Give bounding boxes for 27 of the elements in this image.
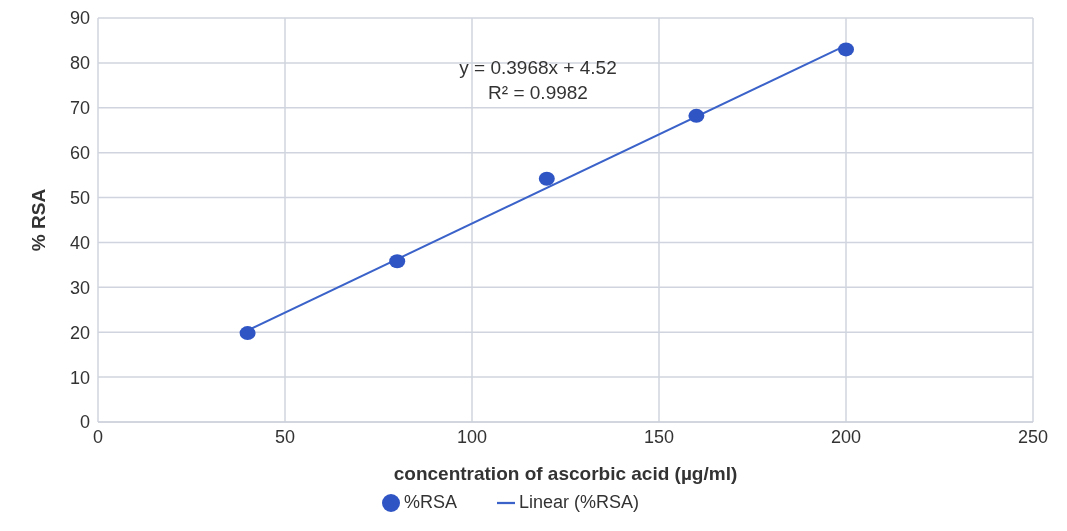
- y-tick-label: 20: [69, 322, 90, 343]
- y-tick-label: 40: [69, 232, 90, 253]
- y-tick-label: 50: [69, 187, 90, 208]
- y-tick-label: 30: [69, 277, 90, 298]
- y-tick-label: 70: [69, 98, 90, 119]
- y-tick-label: 10: [69, 367, 90, 388]
- point: [239, 326, 256, 341]
- x-tick-label: 200: [830, 426, 862, 447]
- x-tick-label: 50: [274, 426, 296, 447]
- x-tick-label: 100: [456, 426, 488, 447]
- point: [838, 42, 854, 57]
- point: [688, 108, 705, 123]
- point: [389, 254, 406, 269]
- y-tick-label: 80: [69, 53, 90, 74]
- y-tick-label: 90: [69, 8, 90, 29]
- x-tick-label: 150: [643, 426, 675, 447]
- legend-label: Linear (%RSA): [518, 492, 640, 512]
- annotation: y = 0.3968x + 4.52: [458, 56, 618, 80]
- point: [538, 171, 555, 186]
- y-tick-label: 60: [69, 143, 90, 164]
- x-axis-title: concentration of ascorbic acid (µg/ml): [393, 463, 738, 484]
- annotation: R² = 0.9982: [487, 81, 589, 105]
- y-tick-label: 0: [79, 412, 90, 433]
- legend-label: %RSA: [403, 492, 457, 512]
- x-tick-label: 250: [1017, 426, 1049, 447]
- y-axis-title: % RSA: [27, 188, 49, 252]
- x-tick-label: 0: [92, 426, 104, 447]
